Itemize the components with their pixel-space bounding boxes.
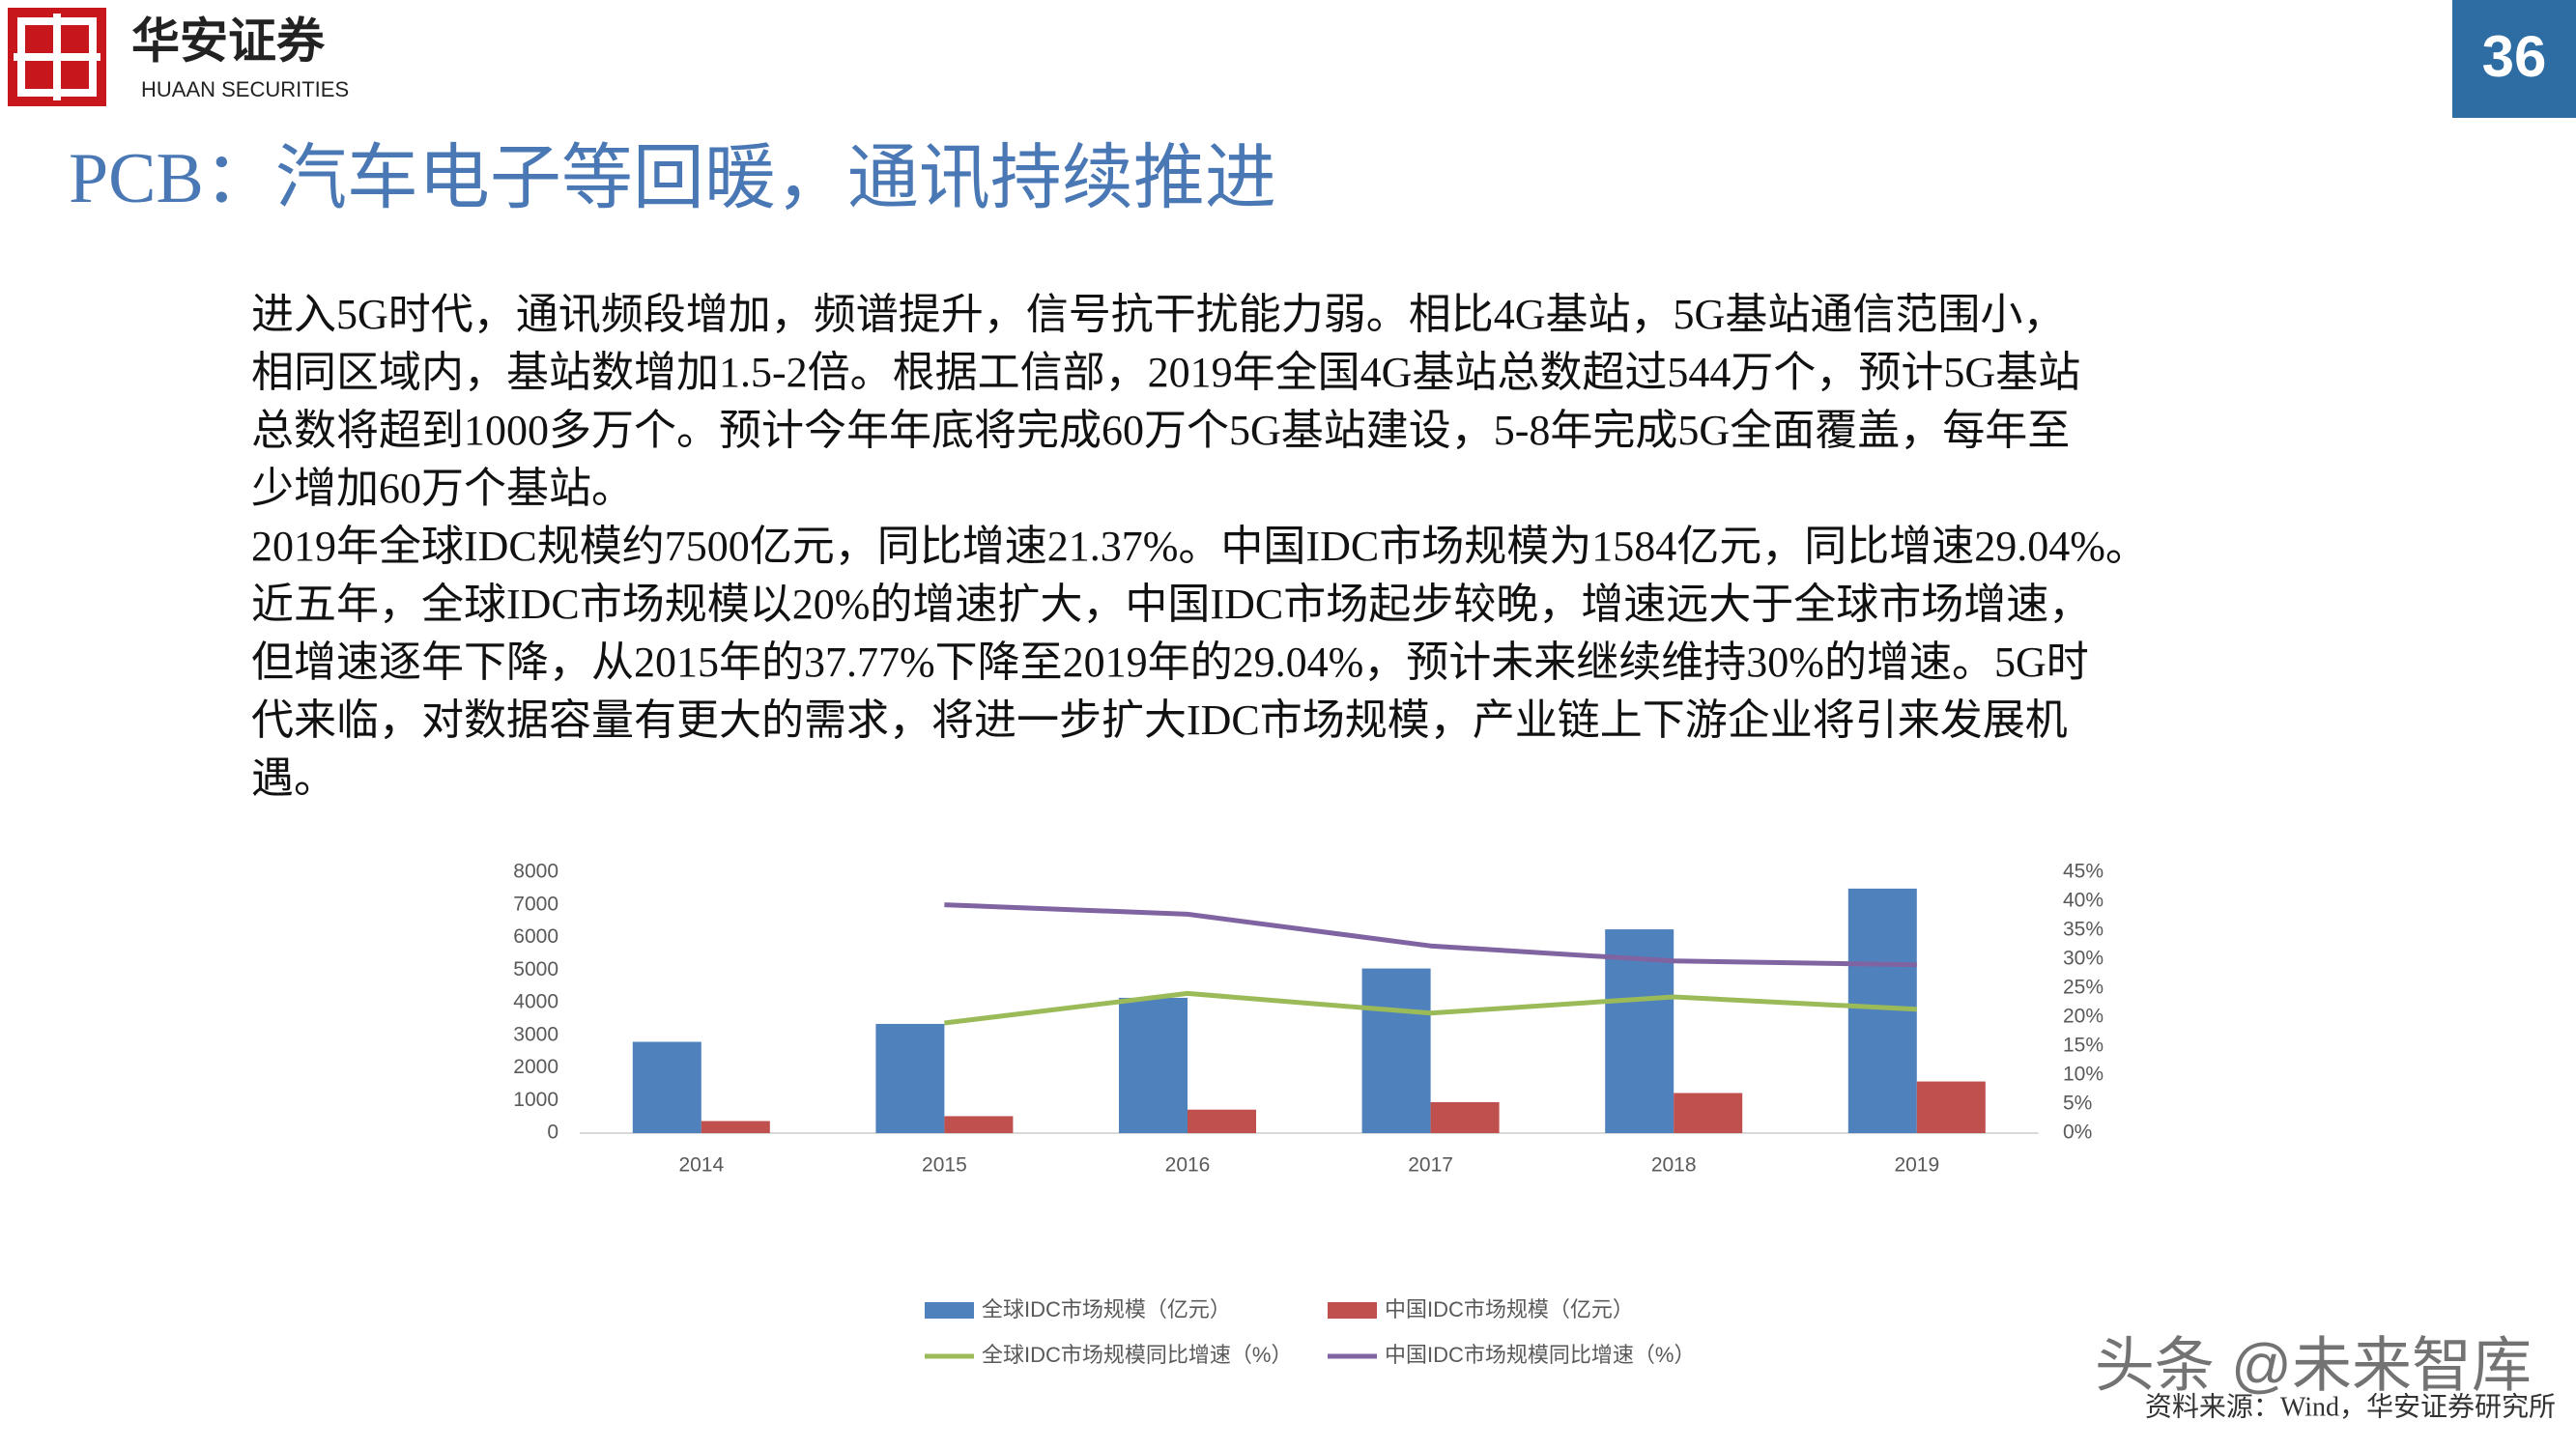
bar (701, 1121, 770, 1133)
bar (875, 1023, 945, 1133)
body-text: 进入5G时代，通讯频段增加，频谱提升，信号抗干扰能力弱。相比4G基站，5G基站通… (251, 291, 2148, 802)
page-number-box (2452, 0, 2576, 118)
bar (1605, 929, 1674, 1133)
chart: 0 1000 2000 3000 4000 5000 6000 7000 8000 0% 5% 10%… (513, 861, 2104, 1367)
legend-swatch (1328, 1302, 1377, 1319)
y2-tick-label: 40% (2063, 890, 2104, 912)
watermark: 头条 @未来智库 (2095, 1332, 2532, 1399)
source-note: 资料来源：Wind，华安证券研究所 (2145, 1391, 2556, 1422)
y-tick-label: 5000 (513, 958, 558, 980)
bar (1119, 997, 1188, 1133)
x-tick-label: 2016 (1165, 1154, 1211, 1177)
x-tick-label: 2015 (922, 1154, 967, 1177)
y2-tick-label: 5% (2063, 1093, 2092, 1115)
logo-text: 华安证券 (131, 14, 326, 68)
y-tick-label: 1000 (513, 1089, 558, 1111)
y2-tick-label: 30% (2063, 948, 2104, 970)
x-tick-label: 2014 (678, 1154, 724, 1177)
x-tick-label: 2019 (1894, 1154, 1939, 1177)
y-tick-label: 8000 (513, 861, 558, 883)
y2-tick-label: 0% (2063, 1122, 2092, 1144)
y2-tick-label: 20% (2063, 1006, 2104, 1028)
body-line: 相同区域内，基站数增加1.5-2倍。根据工信部，2019年全国4G基站总数超过5… (251, 349, 2080, 396)
body-line: 2019年全球IDC规模约7500亿元，同比增速21.37%。中国IDC市场规模… (251, 523, 2148, 570)
legend-label: 全球IDC市场规模同比增速（%） (982, 1343, 1292, 1367)
line-series (944, 902, 1917, 968)
y2-tick-label: 15% (2063, 1035, 2104, 1057)
x-tick-label: 2018 (1651, 1154, 1697, 1177)
y2-tick-label: 25% (2063, 977, 2104, 999)
y-tick-label: 4000 (513, 991, 558, 1013)
page-number: 36 (2482, 24, 2547, 89)
logo: 华安证券 HUAAN SECURITIES (8, 8, 349, 106)
y-tick-label: 0 (547, 1122, 558, 1144)
legend-label: 中国IDC市场规模同比增速（%） (1385, 1343, 1695, 1367)
body-line: 少增加60万个基站。 (251, 465, 634, 512)
y2-tick-label: 45% (2063, 861, 2104, 883)
y-tick-label: 7000 (513, 893, 558, 915)
legend-swatch (925, 1302, 974, 1319)
body-line: 进入5G时代，通讯频段增加，频谱提升，信号抗干扰能力弱。相比4G基站，5G基站通… (251, 291, 2065, 338)
y2-tick-label: 10% (2063, 1064, 2104, 1086)
logo-subtext: HUAAN SECURITIES (141, 77, 349, 101)
y-tick-label: 2000 (513, 1056, 558, 1078)
bar (944, 1116, 1014, 1133)
bar (1916, 1081, 1986, 1133)
bar (1361, 968, 1431, 1133)
body-line: 代来临，对数据容量有更大的需求，将进一步扩大IDC市场规模，产业链上下游企业将引… (251, 696, 2068, 744)
bar (1430, 1101, 1500, 1133)
bar (1674, 1093, 1743, 1133)
legend-label: 中国IDC市场规模（亿元） (1385, 1297, 1634, 1321)
x-tick-label: 2017 (1408, 1154, 1453, 1177)
y-tick-label: 3000 (513, 1023, 558, 1045)
bar (632, 1041, 701, 1133)
body-line: 总数将超到1000多万个。预计今年年底将完成60万个5G基站建设，5-8年完成5… (251, 407, 2070, 454)
bar (1188, 1109, 1256, 1133)
y-tick-label: 6000 (513, 925, 558, 948)
slide-title: PCB：汽车电子等回暖，通讯持续推进 (69, 139, 1276, 218)
body-line: 遇。 (251, 754, 336, 802)
body-line: 但增速逐年下降，从2015年的37.77%下降至2019年的29.04%，预计未… (251, 639, 2089, 686)
body-line: 近五年，全球IDC市场规模以20%的增速扩大，中国IDC市场起步较晚，增速远大于… (251, 581, 2091, 628)
legend-label: 全球IDC市场规模（亿元） (982, 1297, 1231, 1321)
y2-tick-label: 35% (2063, 919, 2104, 941)
line-series (944, 990, 1917, 1026)
